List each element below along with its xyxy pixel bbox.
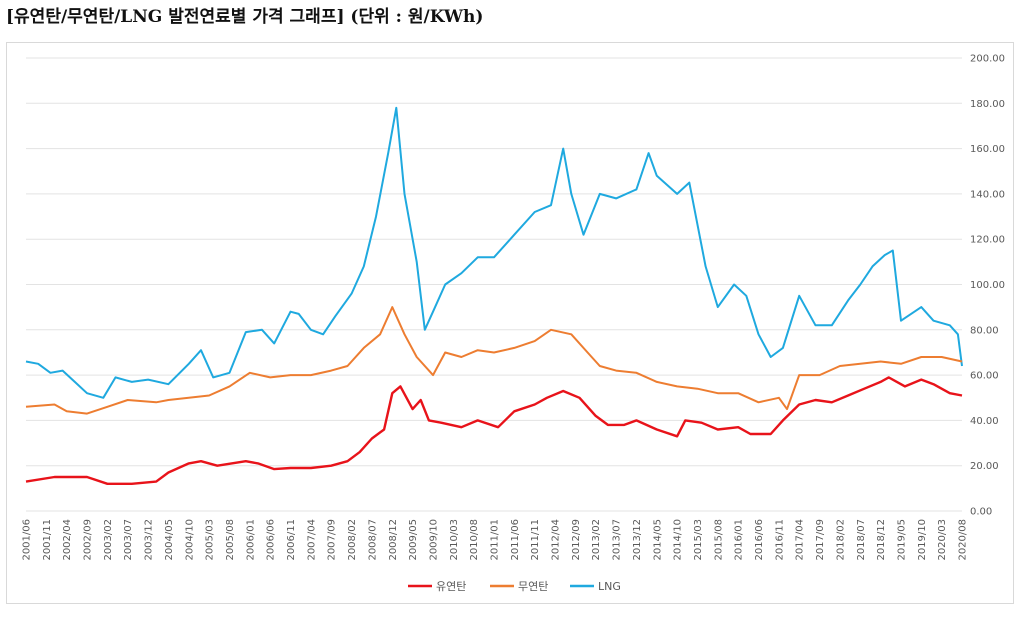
y-tick-label: 40.00 xyxy=(970,416,999,427)
legend: 유연탄 무연탄 LNG xyxy=(408,580,621,593)
x-tick-label: 2009/10 xyxy=(428,519,439,561)
x-tick-label: 2011/01 xyxy=(490,519,501,561)
y-tick-label: 80.00 xyxy=(970,325,999,336)
x-tick-label: 2012/09 xyxy=(571,519,582,561)
x-tick-label: 2020/03 xyxy=(937,519,948,561)
x-tick-label: 2003/12 xyxy=(144,519,155,561)
x-tick-label: 2005/08 xyxy=(225,519,236,561)
x-tick-label: 2013/02 xyxy=(591,519,602,561)
y-tick-label: 60.00 xyxy=(970,371,999,382)
x-axis-ticks: 2001/06 2001/11 2002/04 2002/09 2003/02 2003/… xyxy=(22,519,969,561)
y-tick-label: 100.00 xyxy=(970,280,1005,291)
x-tick-label: 2002/09 xyxy=(83,519,94,561)
x-tick-label: 2016/06 xyxy=(754,519,765,561)
legend-label-1: 무연탄 xyxy=(518,580,548,593)
x-tick-label: 2013/12 xyxy=(632,519,643,561)
x-tick-label: 2008/12 xyxy=(388,519,399,561)
y-axis-ticks: 0.00 20.00 40.00 60.00 80.00 100.00 120.00 140.… xyxy=(970,54,1005,518)
y-tick-label: 180.00 xyxy=(970,99,1005,110)
x-tick-label: 2003/07 xyxy=(123,519,134,561)
x-tick-label: 2006/01 xyxy=(245,519,256,561)
y-tick-label: 20.00 xyxy=(970,461,999,472)
x-tick-label: 2014/05 xyxy=(652,519,663,561)
x-tick-label: 2002/04 xyxy=(62,519,73,561)
x-tick-label: 2004/05 xyxy=(164,519,175,561)
x-tick-label: 2012/04 xyxy=(551,519,562,561)
x-tick-label: 2010/03 xyxy=(449,519,460,561)
x-tick-label: 2007/04 xyxy=(306,519,317,561)
x-tick-label: 2019/10 xyxy=(917,519,928,561)
x-tick-label: 2007/09 xyxy=(327,519,338,561)
x-tick-label: 2019/05 xyxy=(896,519,907,561)
x-tick-label: 2016/01 xyxy=(734,519,745,561)
x-tick-label: 2015/03 xyxy=(693,519,704,561)
legend-label-0: 유연탄 xyxy=(436,580,466,593)
x-tick-label: 2020/08 xyxy=(958,519,969,561)
x-tick-label: 2010/08 xyxy=(469,519,480,561)
x-tick-label: 2001/11 xyxy=(42,519,53,561)
x-tick-label: 2008/02 xyxy=(347,519,358,561)
y-tick-label: 0.00 xyxy=(970,507,992,518)
x-tick-label: 2008/07 xyxy=(367,519,378,561)
x-tick-label: 2005/03 xyxy=(205,519,216,561)
x-tick-label: 2013/07 xyxy=(612,519,623,561)
y-tick-label: 120.00 xyxy=(970,235,1005,246)
x-tick-label: 2006/06 xyxy=(266,519,277,561)
x-tick-label: 2018/07 xyxy=(856,519,867,561)
x-tick-label: 2001/06 xyxy=(22,519,33,561)
chart-title: [유연탄/무연탄/LNG 발전연료별 가격 그래프] (단위 : 원/KWh) xyxy=(6,7,484,27)
x-tick-label: 2017/04 xyxy=(795,519,806,561)
series-line-2 xyxy=(25,106,963,399)
x-tick-label: 2004/10 xyxy=(184,519,195,561)
x-tick-label: 2014/10 xyxy=(673,519,684,561)
x-tick-label: 2018/12 xyxy=(876,519,887,561)
x-tick-label: 2009/05 xyxy=(408,519,419,561)
series-line-0 xyxy=(25,376,963,485)
x-tick-label: 2011/11 xyxy=(530,519,541,561)
x-tick-label: 2018/02 xyxy=(835,519,846,561)
y-tick-label: 140.00 xyxy=(970,189,1005,200)
x-tick-label: 2003/02 xyxy=(103,519,114,561)
x-tick-label: 2017/09 xyxy=(815,519,826,561)
grid-lines xyxy=(26,57,962,512)
chart-frame xyxy=(6,42,1014,604)
y-tick-label: 200.00 xyxy=(970,54,1005,65)
series-line-1 xyxy=(25,306,963,415)
x-tick-label: 2011/06 xyxy=(510,519,521,561)
y-tick-label: 160.00 xyxy=(970,144,1005,155)
legend-label-2: LNG xyxy=(598,580,621,593)
x-tick-label: 2016/11 xyxy=(774,519,785,561)
x-tick-label: 2015/08 xyxy=(713,519,724,561)
series-lines xyxy=(25,106,963,485)
x-tick-label: 2006/11 xyxy=(286,519,297,561)
